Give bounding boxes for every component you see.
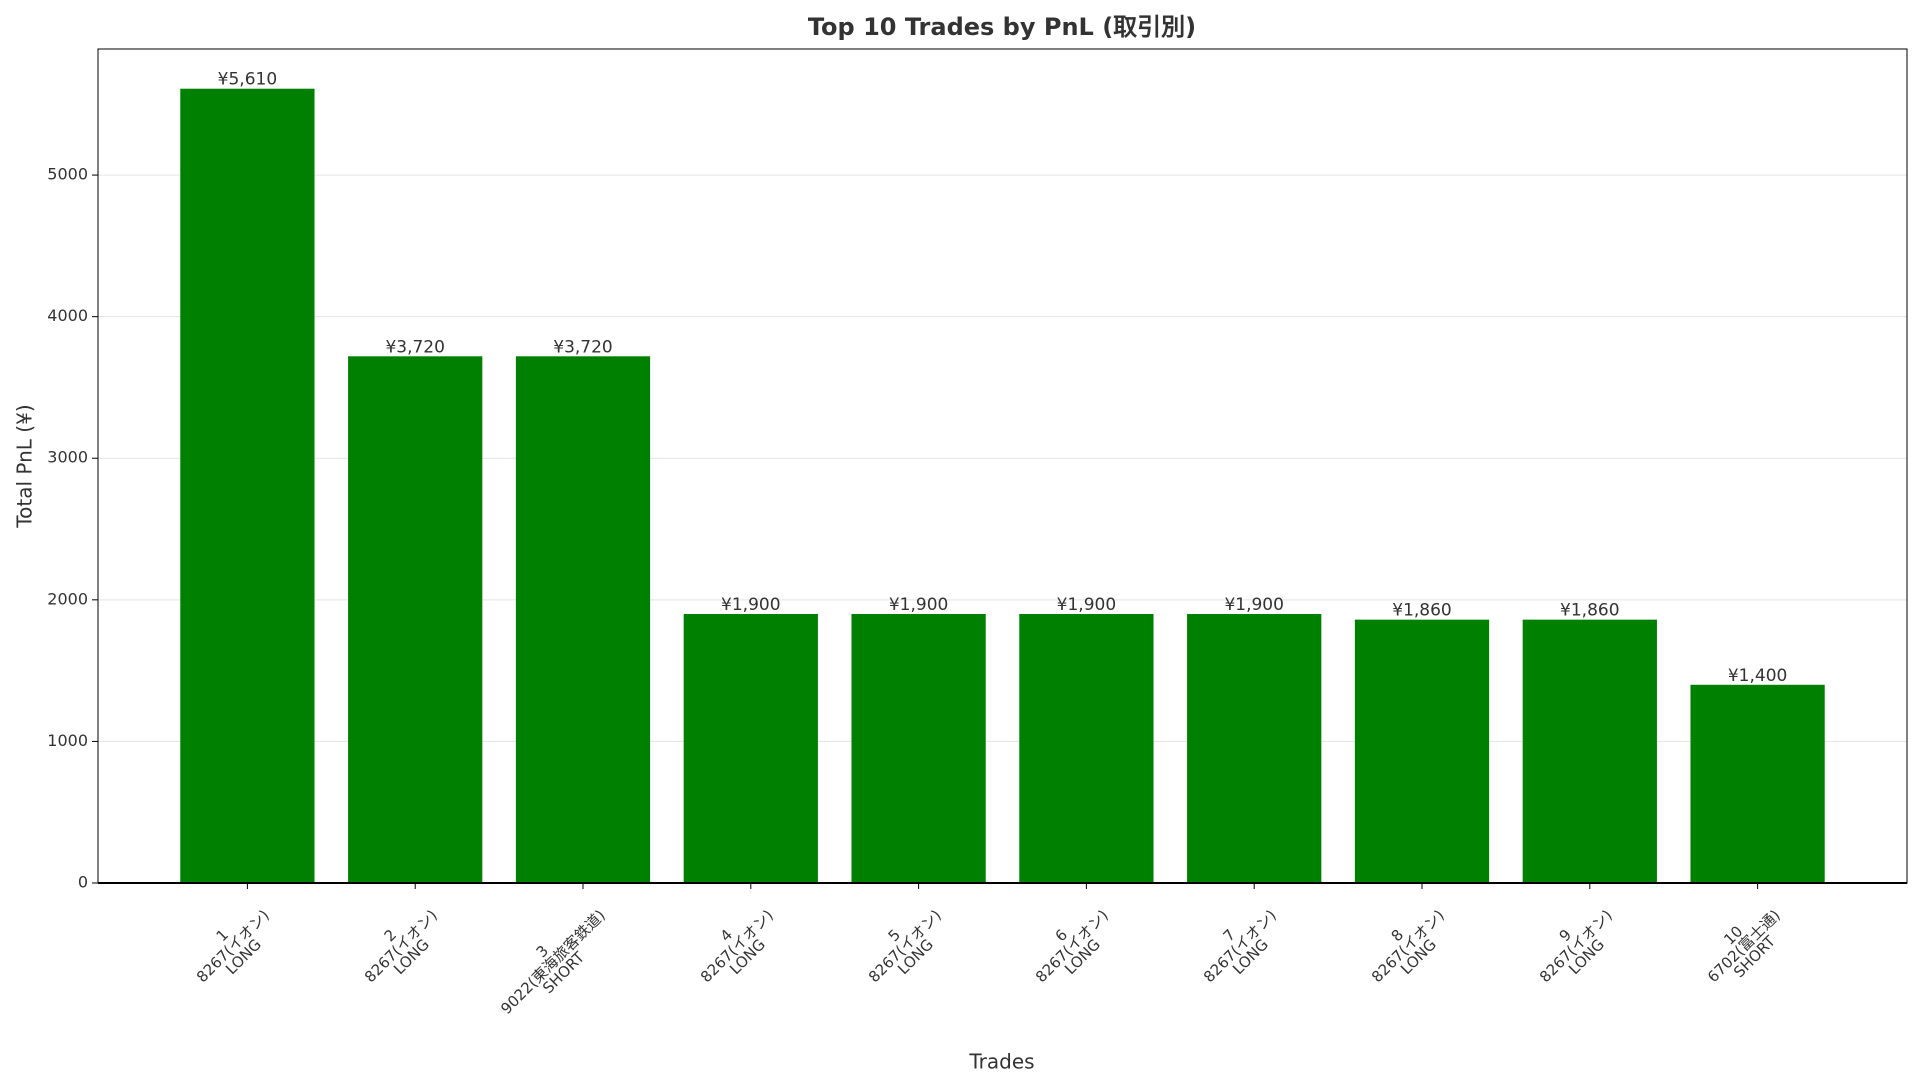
- value-label: ¥1,900: [721, 595, 780, 615]
- bar: [1354, 619, 1490, 883]
- value-label: ¥3,720: [385, 337, 444, 357]
- bar: [1019, 613, 1154, 883]
- value-label: ¥1,860: [1392, 601, 1451, 621]
- value-label: ¥1,860: [1560, 601, 1619, 621]
- chart-title: Top 10 Trades by PnL (取引別): [808, 13, 1196, 41]
- y-tick-label: 2000: [47, 589, 88, 608]
- value-label: ¥1,900: [889, 595, 948, 615]
- bar: [851, 613, 986, 883]
- bar: [1690, 684, 1825, 883]
- value-label: ¥1,900: [1057, 595, 1116, 615]
- value-label: ¥1,900: [1224, 595, 1283, 615]
- y-tick-label: 0: [78, 873, 88, 892]
- y-axis-label: Total PnL (¥): [13, 404, 37, 528]
- x-axis-label: Trades: [968, 1050, 1034, 1074]
- value-label: ¥5,610: [218, 70, 277, 90]
- bar: [180, 88, 315, 883]
- value-label: ¥1,400: [1728, 666, 1787, 686]
- y-tick-label: 4000: [47, 306, 88, 325]
- y-tick-label: 1000: [47, 731, 88, 750]
- bar: [515, 356, 651, 883]
- bar: [1522, 619, 1657, 883]
- bar: [683, 613, 818, 883]
- bar: [348, 356, 483, 883]
- y-tick-label: 3000: [47, 448, 88, 467]
- bar: [1187, 613, 1322, 883]
- y-tick-label: 5000: [47, 165, 88, 184]
- value-label: ¥3,720: [553, 337, 612, 357]
